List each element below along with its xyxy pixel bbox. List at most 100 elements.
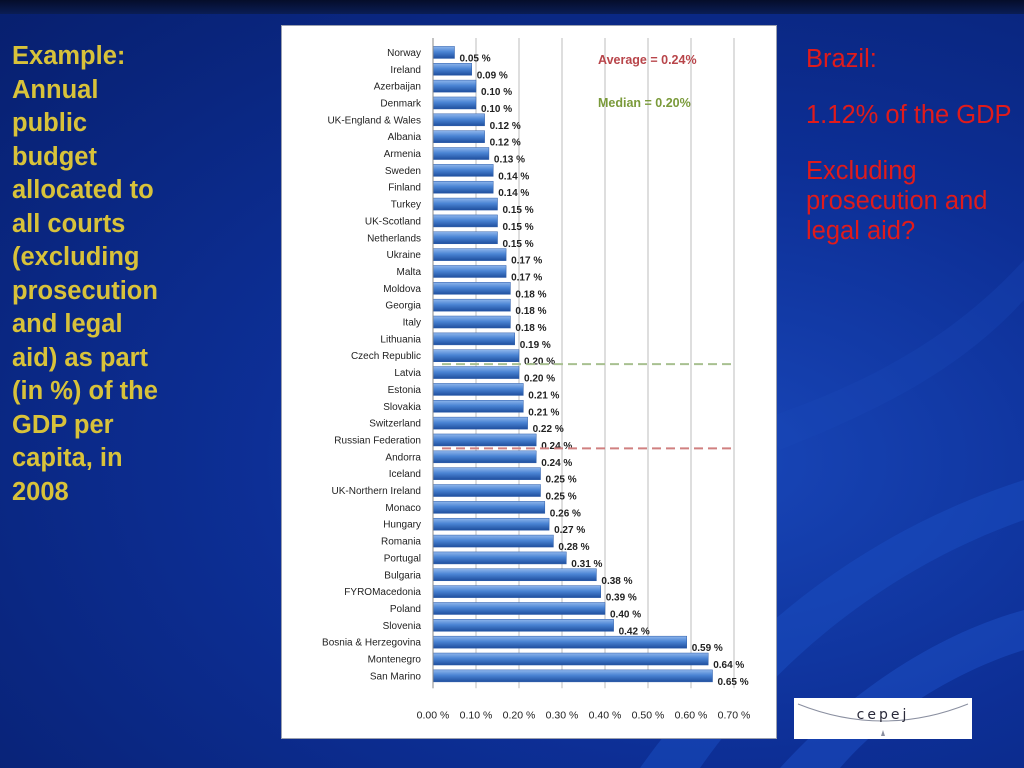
brazil-heading: Brazil: bbox=[806, 45, 877, 73]
bar bbox=[432, 298, 511, 312]
bar bbox=[432, 400, 524, 413]
category-label: Denmark bbox=[380, 98, 422, 109]
bar bbox=[432, 383, 524, 396]
brazil-question: Excluding prosecution and legal aid? bbox=[806, 157, 988, 245]
category-label: Portugal bbox=[384, 553, 421, 564]
bar-value-label: 0.15 % bbox=[503, 239, 534, 250]
bar-value-label: 0.39 % bbox=[606, 593, 637, 604]
bar bbox=[432, 433, 537, 447]
cepej-logo: cepej bbox=[794, 698, 972, 739]
bar bbox=[432, 46, 455, 59]
category-label: Turkey bbox=[391, 200, 421, 211]
category-label: Estonia bbox=[388, 385, 422, 396]
category-label: Bulgaria bbox=[384, 570, 421, 581]
bar bbox=[432, 517, 550, 531]
bar bbox=[432, 63, 472, 76]
category-label: Italy bbox=[403, 318, 421, 329]
bar-chart: 0.00 % 0.10 % 0.20 % 0.30 % 0.40 % 0.50 % 0.60… bbox=[322, 38, 751, 721]
bar-value-label: 0.21 % bbox=[528, 390, 559, 401]
bar bbox=[432, 366, 520, 379]
category-label: Sweden bbox=[385, 166, 421, 177]
top-bar bbox=[0, 0, 1024, 14]
bar-value-label: 0.18 % bbox=[515, 306, 546, 317]
bar-value-label: 0.14 % bbox=[498, 171, 529, 182]
bar-value-label: 0.22 % bbox=[533, 424, 564, 435]
bar-value-label: 0.21 % bbox=[528, 407, 559, 418]
average-annotation: Average = 0.24% bbox=[598, 53, 697, 67]
x-tick-label: 0.20 % bbox=[503, 709, 536, 721]
bar bbox=[432, 164, 494, 177]
median-annotation: Median = 0.20% bbox=[598, 96, 691, 110]
bar bbox=[432, 147, 490, 160]
bar-value-label: 0.09 % bbox=[477, 70, 508, 81]
bar-value-label: 0.10 % bbox=[481, 87, 512, 98]
bar-value-label: 0.38 % bbox=[601, 576, 632, 587]
bar bbox=[432, 652, 709, 666]
bar bbox=[432, 96, 477, 110]
bar-value-label: 0.05 % bbox=[460, 53, 491, 64]
bar-value-label: 0.25 % bbox=[546, 492, 577, 503]
bar-value-label: 0.15 % bbox=[503, 205, 534, 216]
category-label: Latvia bbox=[394, 368, 421, 379]
x-tick-label: 0.10 % bbox=[460, 709, 493, 721]
category-label: UK-England & Wales bbox=[327, 115, 421, 126]
x-tick-label: 0.40 % bbox=[589, 709, 622, 721]
bar-value-label: 0.20 % bbox=[524, 357, 555, 368]
bar-value-label: 0.40 % bbox=[610, 609, 641, 620]
x-tick-label: 0.70 % bbox=[718, 709, 751, 721]
bar bbox=[432, 467, 541, 480]
bar bbox=[432, 79, 477, 93]
bar-value-label: 0.59 % bbox=[692, 643, 723, 654]
category-label: Andorra bbox=[385, 452, 421, 463]
logo-text: cepej bbox=[856, 707, 910, 723]
bar bbox=[432, 484, 541, 497]
slide-title: Example: Annual public budget allocated … bbox=[12, 42, 158, 506]
category-label: San Marino bbox=[370, 671, 422, 682]
bar-value-label: 0.12 % bbox=[490, 121, 521, 132]
bar-value-label: 0.17 % bbox=[511, 272, 542, 283]
bar bbox=[432, 450, 537, 464]
x-tick-label: 0.30 % bbox=[546, 709, 579, 721]
bar-value-label: 0.25 % bbox=[546, 475, 577, 486]
category-label: Ukraine bbox=[387, 250, 422, 261]
bar-value-label: 0.26 % bbox=[550, 508, 581, 519]
category-label: Monaco bbox=[385, 503, 421, 514]
logo-arc-icon bbox=[797, 703, 969, 736]
x-tick-label: 0.50 % bbox=[632, 709, 665, 721]
bar-value-label: 0.24 % bbox=[541, 458, 572, 469]
bar bbox=[432, 585, 601, 598]
bar-value-label: 0.13 % bbox=[494, 155, 525, 166]
category-label: UK-Scotland bbox=[365, 216, 421, 227]
bar-value-label: 0.31 % bbox=[571, 559, 602, 570]
bar-value-label: 0.14 % bbox=[498, 188, 529, 199]
bar-value-label: 0.19 % bbox=[520, 340, 551, 351]
category-label: Russian Federation bbox=[334, 435, 421, 446]
bar-value-label: 0.27 % bbox=[554, 525, 585, 536]
bar-value-label: 0.20 % bbox=[524, 374, 555, 385]
category-label: Hungary bbox=[383, 520, 421, 531]
bar-value-label: 0.17 % bbox=[511, 256, 542, 267]
brazil-note: Brazil: 1.12% of the GDP Excluding prose… bbox=[806, 44, 1016, 272]
bar bbox=[432, 619, 614, 632]
category-label: Ireland bbox=[390, 65, 421, 76]
category-label: Malta bbox=[397, 267, 422, 278]
category-label: Slovenia bbox=[383, 621, 422, 632]
bar bbox=[432, 534, 554, 548]
category-label: Slovakia bbox=[383, 402, 421, 413]
bar bbox=[432, 113, 485, 127]
bar bbox=[432, 231, 498, 245]
category-label: Czech Republic bbox=[351, 351, 421, 362]
bar bbox=[432, 416, 528, 430]
bar-value-label: 0.64 % bbox=[713, 660, 744, 671]
category-label: Finland bbox=[388, 183, 421, 194]
x-tick-label: 0.60 % bbox=[675, 709, 708, 721]
bar bbox=[432, 349, 520, 362]
bar bbox=[432, 501, 546, 514]
bar-value-label: 0.18 % bbox=[515, 289, 546, 300]
category-label: UK-Northern Ireland bbox=[332, 486, 421, 497]
bar bbox=[432, 180, 494, 194]
bar bbox=[432, 265, 507, 278]
bar bbox=[432, 602, 606, 615]
category-label: Iceland bbox=[389, 469, 421, 480]
bar-value-label: 0.24 % bbox=[541, 441, 572, 452]
